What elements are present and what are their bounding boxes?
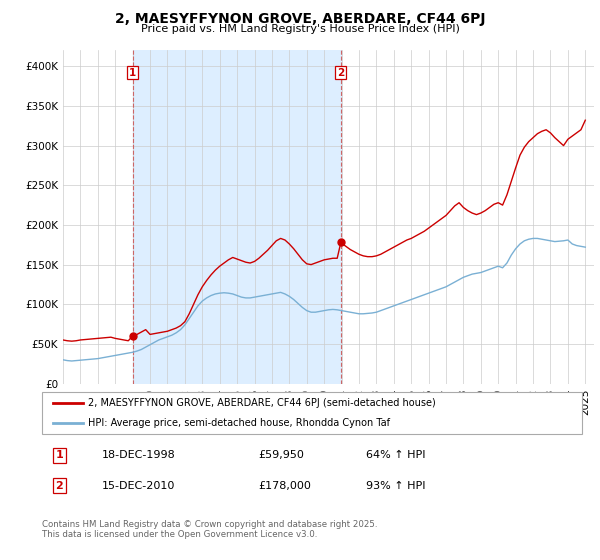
Text: £59,950: £59,950 <box>258 450 304 460</box>
Text: 1: 1 <box>56 450 63 460</box>
Bar <box>133 50 341 384</box>
Text: 93% ↑ HPI: 93% ↑ HPI <box>366 480 425 491</box>
Text: 2: 2 <box>56 480 63 491</box>
Text: 2, MAESYFFYNON GROVE, ABERDARE, CF44 6PJ: 2, MAESYFFYNON GROVE, ABERDARE, CF44 6PJ <box>115 12 485 26</box>
Text: £178,000: £178,000 <box>258 480 311 491</box>
Text: 1: 1 <box>129 68 136 78</box>
Text: 2: 2 <box>337 68 344 78</box>
Text: HPI: Average price, semi-detached house, Rhondda Cynon Taf: HPI: Average price, semi-detached house,… <box>88 418 390 428</box>
Text: Contains HM Land Registry data © Crown copyright and database right 2025.
This d: Contains HM Land Registry data © Crown c… <box>42 520 377 539</box>
Text: 18-DEC-1998: 18-DEC-1998 <box>101 450 175 460</box>
Text: 64% ↑ HPI: 64% ↑ HPI <box>366 450 425 460</box>
Text: 15-DEC-2010: 15-DEC-2010 <box>101 480 175 491</box>
FancyBboxPatch shape <box>42 392 582 434</box>
Text: Price paid vs. HM Land Registry's House Price Index (HPI): Price paid vs. HM Land Registry's House … <box>140 24 460 34</box>
Text: 2, MAESYFFYNON GROVE, ABERDARE, CF44 6PJ (semi-detached house): 2, MAESYFFYNON GROVE, ABERDARE, CF44 6PJ… <box>88 398 436 408</box>
